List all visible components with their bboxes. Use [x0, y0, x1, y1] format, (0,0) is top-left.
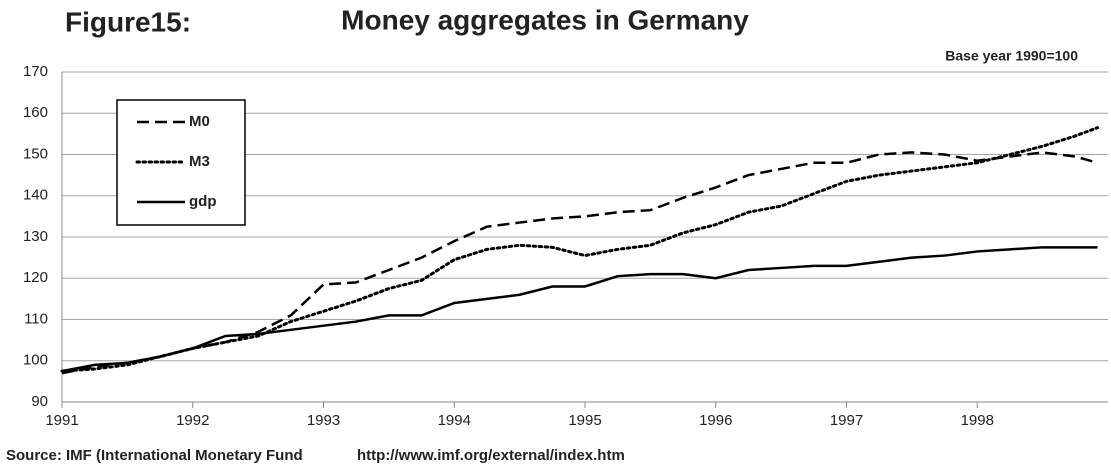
source-url: http://www.imf.org/external/index.htm	[357, 447, 625, 464]
chart-title: Money aggregates in Germany	[341, 4, 749, 35]
x-tick-label: 1998	[961, 412, 994, 429]
y-tick-label: 160	[23, 104, 48, 121]
subtitle: Base year 1990=100	[945, 48, 1078, 64]
legend-label: M0	[189, 113, 210, 130]
y-tick-label: 120	[23, 269, 48, 286]
y-tick-label: 140	[23, 187, 48, 204]
line-series	[61, 246, 1098, 373]
y-tick-label: 130	[23, 228, 48, 245]
x-tick-label: 1993	[307, 412, 340, 429]
legend-label: gdp	[189, 193, 217, 210]
legend-label: M3	[189, 153, 210, 170]
line-series	[60, 126, 1100, 373]
x-tick-label: 1994	[438, 412, 471, 429]
y-tick-label: 170	[23, 63, 48, 80]
y-tick-label: 90	[31, 393, 48, 410]
source: Source: IMF (International Monetary Fund	[6, 447, 303, 464]
y-tick-label: 150	[23, 145, 48, 162]
figure-label: Figure15:	[65, 6, 191, 37]
x-tick-label: 1995	[568, 412, 601, 429]
x-tick-label: 1992	[176, 412, 209, 429]
y-tick-label: 110	[24, 310, 48, 327]
y-tick-label: 100	[23, 352, 48, 369]
x-tick-label: 1997	[830, 412, 863, 429]
x-tick-label: 1991	[45, 412, 78, 429]
x-tick-label: 1996	[699, 412, 732, 429]
